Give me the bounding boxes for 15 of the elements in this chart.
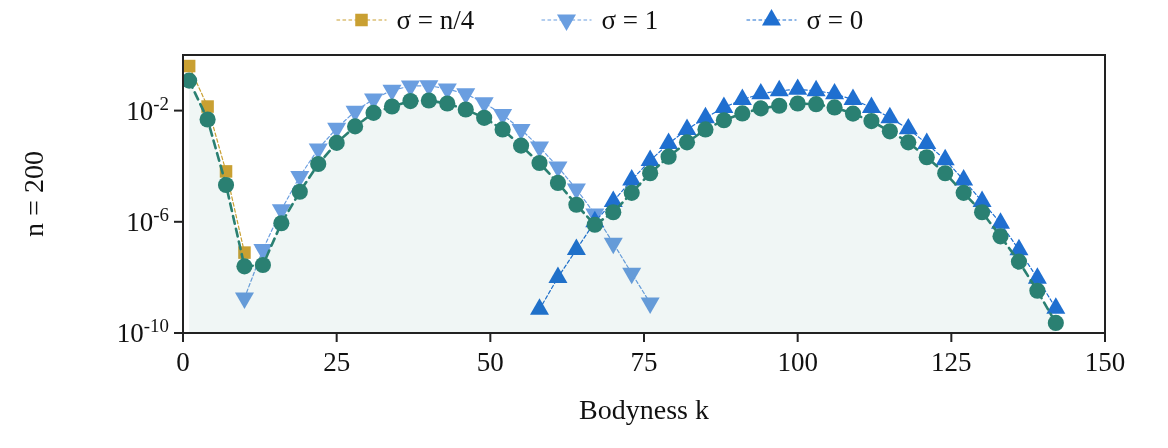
y-tick-label: 10$^{-6}$ (126, 203, 169, 238)
x-tick-label: 0 (176, 347, 190, 377)
x-tick-label: 25 (323, 347, 351, 377)
x-tick-label: 75 (630, 347, 658, 377)
legend-label: σ = 0 (806, 5, 864, 36)
x-tick-label: 50 (476, 347, 504, 377)
x-tick-label: 150 (1084, 347, 1126, 377)
legend-label: σ = n/4 (396, 5, 475, 36)
x-axis-title: Bodyness k (579, 394, 709, 425)
x-tick-label: 125 (931, 347, 972, 377)
y-axis-title: n = 200 (18, 151, 49, 237)
legend-label: σ = 1 (601, 5, 659, 36)
x-tick-label: 100 (777, 347, 818, 377)
y-tick-label: 10$^{-10}$ (116, 314, 169, 349)
y-tick-label: 10$^{-2}$ (126, 92, 169, 127)
